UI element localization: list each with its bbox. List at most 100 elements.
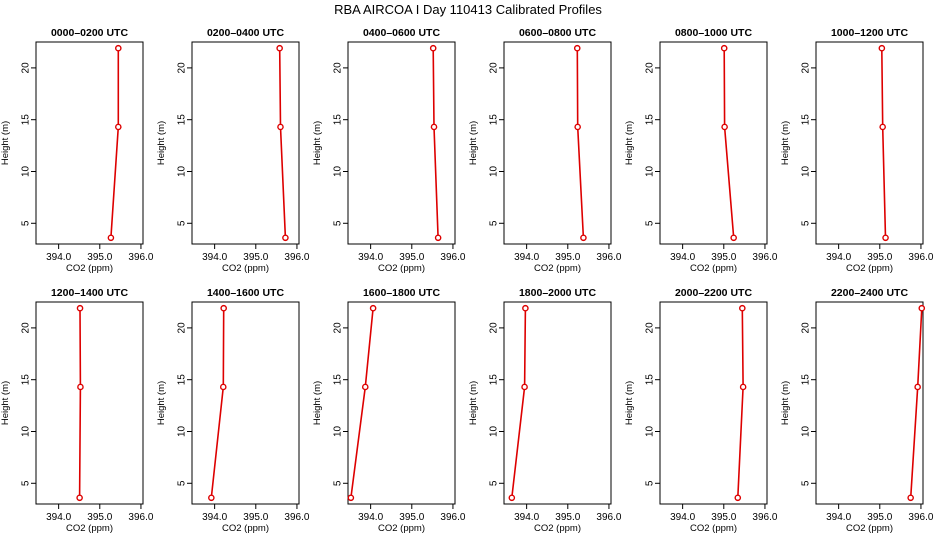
x-tick-label: 395.0 — [555, 252, 580, 263]
profile-line — [210, 308, 225, 498]
x-axis-label: CO2 (ppm) — [534, 263, 581, 274]
y-axis-label: Height (m) — [624, 121, 635, 165]
profile-point — [282, 234, 289, 242]
profile-point — [739, 304, 746, 312]
y-tick-label: 10 — [177, 425, 188, 437]
panel-title: 1400–1600 UTC — [207, 287, 284, 299]
x-tick-label: 394.0 — [358, 512, 383, 523]
x-axis-label: CO2 (ppm) — [690, 523, 737, 534]
x-tick-label: 396.0 — [752, 252, 777, 263]
y-tick-label: 5 — [21, 220, 32, 226]
profile-line — [278, 48, 287, 238]
x-tick-label: 395.0 — [711, 252, 736, 263]
y-tick-label: 15 — [645, 374, 656, 386]
x-tick-label: 396.0 — [284, 512, 309, 523]
panel-title: 2200–2400 UTC — [831, 287, 908, 299]
profile-point — [574, 123, 581, 131]
panel-7: 1200–1400 UTC 394.0 395.0 396.0 CO2 (ppm) 5 10… — [0, 287, 154, 534]
y-tick-label: 5 — [333, 220, 344, 226]
figure-title: RBA AIRCOA I Day 110413 Calibrated Profi… — [334, 2, 602, 17]
y-axis-label: Height (m) — [468, 381, 479, 425]
x-tick-label: 396.0 — [908, 252, 933, 263]
x-tick-label: 396.0 — [128, 252, 153, 263]
profile-point — [429, 44, 437, 52]
plot-frame — [815, 301, 924, 505]
plot-frame — [35, 301, 144, 505]
profile-point — [219, 383, 227, 391]
panel-title: 0400–0600 UTC — [363, 27, 440, 39]
x-axis-label: CO2 (ppm) — [534, 523, 581, 534]
plot-frame — [191, 41, 300, 245]
profile-point — [918, 304, 926, 312]
y-tick-label: 5 — [489, 220, 500, 226]
y-tick-label: 5 — [21, 480, 32, 486]
x-tick-label: 394.0 — [46, 512, 71, 523]
profile-point — [277, 123, 284, 131]
plot-frame — [191, 301, 300, 505]
y-tick-label: 10 — [177, 165, 188, 177]
x-tick-label: 394.0 — [826, 252, 851, 263]
y-tick-label: 15 — [21, 114, 32, 126]
profile-point — [739, 383, 747, 391]
y-tick-label: 5 — [333, 480, 344, 486]
panel-title: 0200–0400 UTC — [207, 27, 284, 39]
x-tick-label: 395.0 — [243, 512, 268, 523]
y-tick-label: 20 — [645, 62, 656, 74]
y-axis-label: Height (m) — [312, 121, 323, 165]
y-axis-label: Height (m) — [0, 381, 11, 425]
x-tick-label: 396.0 — [128, 512, 153, 523]
x-tick-label: 394.0 — [514, 252, 539, 263]
profile-point — [369, 304, 377, 312]
profile-line — [723, 48, 735, 238]
panel-11: 2000–2200 UTC 394.0 395.0 396.0 CO2 (ppm) 5 10… — [624, 287, 778, 534]
x-axis-label: CO2 (ppm) — [66, 263, 113, 274]
y-tick-label: 5 — [645, 220, 656, 226]
x-tick-label: 395.0 — [867, 252, 892, 263]
x-axis-label: CO2 (ppm) — [378, 523, 425, 534]
panel-title: 0600–0800 UTC — [519, 27, 596, 39]
x-tick-label: 394.0 — [46, 252, 71, 263]
x-tick-label: 394.0 — [514, 512, 539, 523]
plot-frame — [347, 301, 456, 505]
plot-frame — [503, 301, 612, 505]
y-tick-label: 10 — [489, 165, 500, 177]
x-tick-label: 395.0 — [87, 512, 112, 523]
panel-9: 1600–1800 UTC 394.0 395.0 396.0 CO2 (ppm) 5 10… — [312, 287, 466, 534]
profile-point — [914, 383, 921, 391]
x-tick-label: 395.0 — [867, 512, 892, 523]
y-tick-label: 20 — [489, 62, 500, 74]
y-tick-label: 20 — [177, 62, 188, 74]
profile-point — [434, 234, 442, 242]
y-axis-label: Height (m) — [312, 381, 323, 425]
y-axis-label: Height (m) — [156, 121, 167, 165]
profile-point — [522, 304, 529, 312]
y-tick-label: 15 — [489, 114, 500, 126]
x-tick-label: 396.0 — [752, 512, 777, 523]
profile-line — [881, 48, 887, 238]
panel-title: 0000–0200 UTC — [51, 27, 128, 39]
y-axis-label: Height (m) — [780, 121, 791, 165]
x-tick-label: 394.0 — [358, 252, 383, 263]
x-tick-label: 395.0 — [87, 252, 112, 263]
profile-line — [432, 48, 439, 238]
panel-12: 2200–2400 UTC 394.0 395.0 396.0 CO2 (ppm) 5 10… — [780, 287, 934, 534]
x-tick-label: 395.0 — [555, 512, 580, 523]
panel-title: 1600–1800 UTC — [363, 287, 440, 299]
plot-frame — [815, 41, 924, 245]
profile-point — [276, 44, 283, 52]
y-tick-label: 20 — [333, 322, 344, 334]
x-tick-label: 394.0 — [670, 512, 695, 523]
plot-frame — [347, 41, 456, 245]
x-tick-label: 395.0 — [399, 512, 424, 523]
y-tick-label: 20 — [489, 322, 500, 334]
profile-point — [730, 234, 737, 242]
y-tick-label: 15 — [177, 374, 188, 386]
profile-line — [110, 48, 120, 238]
y-tick-label: 5 — [177, 220, 188, 226]
x-axis-label: CO2 (ppm) — [846, 523, 893, 534]
y-tick-label: 5 — [801, 220, 812, 226]
plot-frame — [35, 41, 144, 245]
panel-6: 1000–1200 UTC 394.0 395.0 396.0 CO2 (ppm) 5 10… — [780, 27, 934, 274]
profile-point — [220, 304, 227, 312]
